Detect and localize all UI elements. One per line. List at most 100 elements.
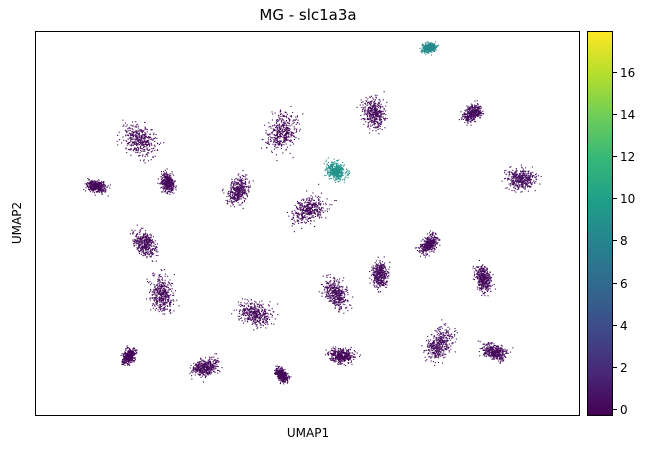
- cell-point: [140, 146, 142, 148]
- cell-point: [379, 105, 381, 107]
- cell-point: [234, 192, 236, 194]
- cell-point: [276, 128, 278, 130]
- cell-point: [104, 189, 106, 191]
- cell-point: [464, 122, 466, 124]
- cell-point: [329, 174, 331, 176]
- cell-point: [164, 190, 166, 192]
- cell-point: [508, 183, 510, 185]
- cell-point: [302, 113, 304, 115]
- cell-point: [136, 144, 138, 146]
- cell-point: [99, 181, 101, 183]
- cell-point: [265, 141, 267, 143]
- cell-point: [154, 240, 156, 242]
- cell-point: [370, 117, 372, 119]
- cell-point: [235, 197, 237, 199]
- cell-point: [362, 108, 364, 110]
- cell-point: [244, 185, 246, 187]
- cell-point: [433, 50, 435, 52]
- cell-point: [341, 167, 343, 169]
- cell-point: [307, 213, 309, 215]
- cell-point: [93, 180, 95, 182]
- cell-point: [384, 127, 386, 129]
- cell-point: [373, 108, 375, 110]
- cell-point: [164, 172, 166, 174]
- cell-point: [249, 185, 251, 187]
- cell-point: [283, 141, 285, 143]
- cell-point: [334, 172, 336, 174]
- cell-point: [303, 198, 305, 200]
- cell-point: [168, 186, 170, 188]
- cell-point: [472, 116, 474, 118]
- cell-point: [314, 215, 316, 217]
- cell-point: [302, 217, 304, 219]
- cell-point: [304, 206, 306, 208]
- umap-cluster: [222, 169, 254, 210]
- cell-point: [166, 188, 168, 190]
- cell-point: [136, 236, 138, 238]
- cell-point: [466, 110, 468, 112]
- cell-point: [342, 179, 344, 181]
- cell-point: [241, 174, 243, 176]
- cell-point: [515, 178, 517, 180]
- cell-point: [293, 129, 295, 131]
- cell-point: [375, 112, 377, 114]
- cell-point: [280, 120, 282, 122]
- cell-point: [147, 143, 149, 145]
- cell-point: [141, 131, 143, 133]
- cell-point: [322, 211, 324, 213]
- cell-point: [470, 114, 472, 116]
- cell-point: [369, 117, 371, 119]
- cell-point: [339, 175, 341, 177]
- cell-point: [152, 260, 154, 262]
- cell-point: [287, 130, 289, 132]
- cell-point: [238, 196, 240, 198]
- cell-point: [382, 99, 384, 101]
- cell-point: [371, 107, 373, 109]
- cell-point: [521, 179, 523, 181]
- cell-point: [285, 133, 287, 135]
- cell-point: [370, 109, 372, 111]
- cell-point: [311, 204, 313, 206]
- cell-point: [337, 166, 339, 168]
- cell-point: [337, 175, 339, 177]
- cell-point: [239, 180, 241, 182]
- cell-point: [427, 44, 429, 46]
- cell-point: [504, 172, 506, 174]
- cell-point: [380, 114, 382, 116]
- cell-point: [368, 101, 370, 103]
- cell-point: [468, 106, 470, 108]
- cell-point: [433, 45, 435, 47]
- cell-point: [134, 134, 136, 136]
- cell-point: [333, 163, 335, 165]
- cell-point: [329, 204, 331, 206]
- cell-point: [166, 177, 168, 179]
- cell-point: [277, 142, 279, 144]
- cell-point: [369, 115, 371, 117]
- cell-point: [152, 150, 154, 152]
- cell-point: [481, 112, 483, 114]
- cell-point: [337, 164, 339, 166]
- cell-point: [174, 187, 176, 189]
- cell-point: [151, 252, 153, 254]
- cell-point: [473, 119, 475, 121]
- cell-point: [292, 157, 294, 159]
- cell-point: [123, 139, 125, 141]
- cell-point: [166, 173, 168, 175]
- cell-point: [338, 175, 340, 177]
- cell-point: [326, 169, 328, 171]
- cell-point: [384, 119, 386, 121]
- cell-point: [376, 112, 378, 114]
- cell-point: [235, 182, 237, 184]
- cell-point: [331, 165, 333, 167]
- cell-point: [297, 216, 299, 218]
- cell-point: [462, 118, 464, 120]
- cell-point: [147, 155, 149, 157]
- cell-point: [341, 172, 343, 174]
- cell-point: [128, 127, 130, 129]
- cell-point: [290, 134, 292, 136]
- cell-point: [165, 177, 167, 179]
- cell-point: [268, 133, 270, 135]
- umap-cluster: [458, 100, 485, 126]
- cell-point: [522, 175, 524, 177]
- cell-point: [142, 247, 144, 249]
